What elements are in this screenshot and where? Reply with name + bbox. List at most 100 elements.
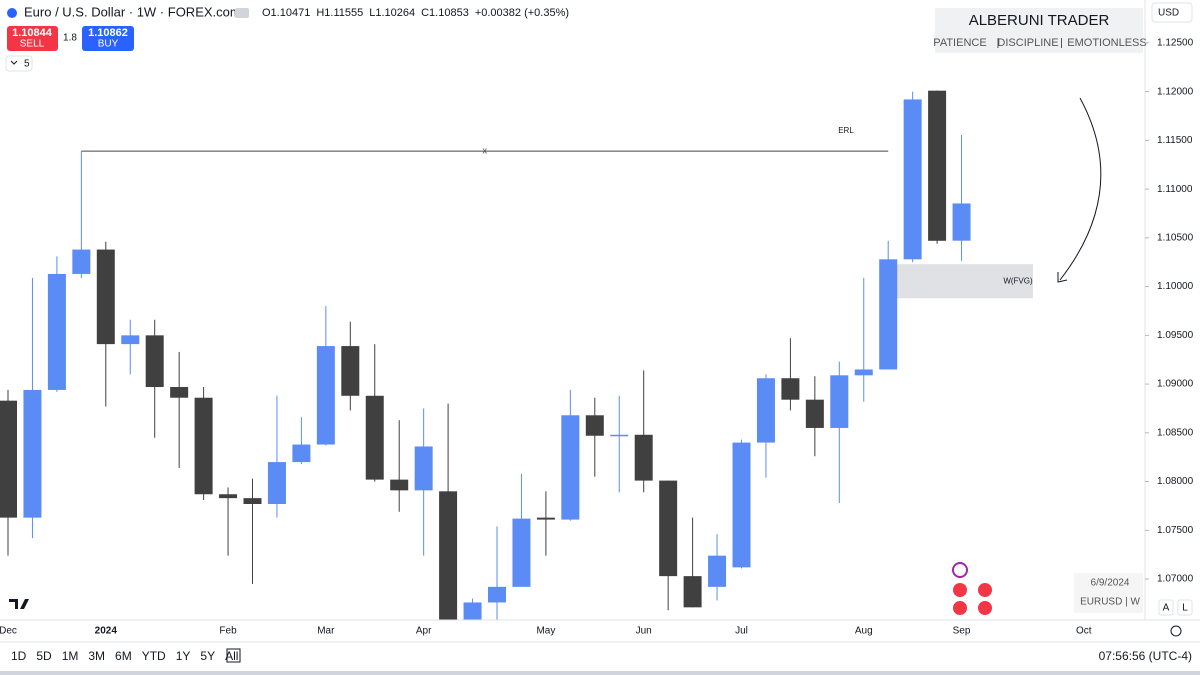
x-tick-label: Sep bbox=[953, 626, 971, 637]
ohlc-value: L1.10264 bbox=[369, 7, 415, 19]
x-tick-label: Jun bbox=[636, 626, 652, 637]
y-tick-label: 1.11500 bbox=[1157, 135, 1193, 146]
candle-body bbox=[536, 517, 555, 520]
ohlc-value: C1.10853 bbox=[421, 7, 469, 19]
currency: USD bbox=[1158, 8, 1179, 19]
candle-body bbox=[47, 273, 66, 390]
event-icon[interactable] bbox=[953, 601, 967, 615]
event-icon[interactable] bbox=[952, 562, 968, 578]
y-tick-label: 1.07500 bbox=[1157, 525, 1194, 536]
collapse-icon[interactable] bbox=[235, 8, 249, 18]
candle-body bbox=[316, 346, 335, 445]
candle-body bbox=[756, 378, 775, 443]
candle-body bbox=[928, 90, 947, 241]
buy-button[interactable] bbox=[82, 26, 134, 51]
currency-button[interactable] bbox=[1151, 2, 1193, 23]
y-tick-label: 1.08000 bbox=[1157, 476, 1194, 487]
x-tick-label: Dec bbox=[0, 626, 17, 637]
range-buttons: 1D 5D 1M 3M 6M YTD 1Y 5Y All bbox=[11, 649, 238, 663]
sell-price: 1.10844 bbox=[12, 27, 53, 39]
bottom-edge bbox=[0, 671, 1200, 675]
candle-body bbox=[121, 335, 140, 345]
branding-box bbox=[935, 8, 1143, 53]
erl-marker: x bbox=[483, 145, 488, 155]
sell-button[interactable] bbox=[7, 26, 58, 51]
settings-icon[interactable] bbox=[1170, 625, 1182, 637]
x-tick-label: Apr bbox=[416, 626, 432, 637]
logo bbox=[9, 599, 29, 609]
auto-scale-button[interactable] bbox=[1158, 599, 1174, 616]
x-tick-label: Aug bbox=[855, 626, 873, 637]
buy-label: BUY bbox=[98, 39, 119, 50]
candle-body bbox=[488, 586, 506, 603]
range-button[interactable]: 3M bbox=[88, 649, 105, 663]
arrow bbox=[1059, 97, 1102, 281]
candle-body bbox=[0, 400, 17, 518]
range-button[interactable]: 5Y bbox=[200, 649, 215, 663]
y-tick-label: 1.12500 bbox=[1157, 38, 1194, 49]
candle-body bbox=[708, 555, 727, 587]
candle-body bbox=[170, 387, 189, 398]
candle-body bbox=[781, 378, 800, 400]
y-tick-label: 1.12000 bbox=[1157, 86, 1194, 97]
candle-body bbox=[683, 576, 702, 608]
y-tick-label: 1.08500 bbox=[1157, 427, 1194, 438]
indicator-toggle[interactable] bbox=[5, 55, 33, 72]
candle-body bbox=[23, 389, 42, 518]
clock: 07:56:56 (UTC-4) bbox=[1099, 649, 1192, 663]
candle-body bbox=[879, 259, 898, 370]
fvg-zone bbox=[897, 264, 1033, 299]
buy-price: 1.10862 bbox=[88, 27, 128, 39]
branding-tags: PATIENCE DISCIPLINE EMOTIONLESS bbox=[933, 37, 1146, 49]
date-range-icon[interactable] bbox=[226, 648, 241, 663]
spread: 1.8 bbox=[63, 33, 77, 44]
branding-tag: PATIENCE bbox=[933, 37, 986, 49]
x-tick-label: Jul bbox=[735, 626, 748, 637]
log-scale-button[interactable] bbox=[1177, 599, 1193, 616]
candle-body bbox=[365, 395, 384, 480]
candle-body bbox=[512, 518, 531, 587]
event-icon[interactable] bbox=[978, 583, 992, 597]
candle-body bbox=[292, 444, 311, 463]
candle-body bbox=[267, 462, 286, 504]
ohlc-value: +0.00382 (+0.35%) bbox=[475, 7, 569, 19]
symbol[interactable]: Euro / U.S. Dollar · 1W · FOREX.com bbox=[24, 4, 241, 19]
x-tick-label: Oct bbox=[1076, 626, 1092, 637]
range-button[interactable]: All bbox=[225, 649, 238, 663]
range-button[interactable]: 6M bbox=[115, 649, 132, 663]
candle-body bbox=[610, 434, 629, 437]
ohlc-value: H1.11555 bbox=[316, 7, 363, 19]
candle-body bbox=[463, 602, 482, 620]
candle-body bbox=[194, 397, 213, 495]
event-icon[interactable] bbox=[953, 583, 967, 597]
range-button[interactable]: YTD bbox=[142, 649, 166, 663]
y-tick-label: 1.09500 bbox=[1157, 330, 1194, 341]
y-tick-label: 1.09000 bbox=[1157, 379, 1194, 390]
x-tick-label: Mar bbox=[317, 626, 335, 637]
x-tick-label: 2024 bbox=[95, 626, 118, 637]
auto-scale: A bbox=[1163, 603, 1170, 614]
candle-body bbox=[243, 498, 262, 504]
candle-body bbox=[805, 399, 824, 428]
symbol-icon bbox=[7, 8, 17, 18]
candle-body bbox=[952, 203, 971, 241]
chevron bbox=[10, 60, 18, 65]
range-button[interactable]: 5D bbox=[36, 649, 52, 663]
info-box bbox=[1074, 573, 1143, 613]
candle-body bbox=[854, 369, 873, 376]
ohlc-value: O1.10471 bbox=[262, 7, 310, 19]
range-button[interactable]: 1M bbox=[62, 649, 79, 663]
x-tick-label: May bbox=[536, 626, 555, 637]
fvg-label: W(FVG) bbox=[1003, 276, 1033, 285]
event-icon[interactable] bbox=[978, 601, 992, 615]
range-button[interactable]: 1D bbox=[11, 649, 27, 663]
candle-body bbox=[341, 346, 360, 396]
range-button[interactable]: 1Y bbox=[176, 649, 191, 663]
candle-body bbox=[439, 491, 458, 620]
candle-body bbox=[414, 446, 433, 491]
candle-body bbox=[219, 494, 238, 499]
ohlc-readout: O1.10471 H1.11555 L1.10264 C1.10853 +0.00382… bbox=[262, 7, 569, 19]
y-tick-label: 1.10000 bbox=[1157, 281, 1194, 292]
